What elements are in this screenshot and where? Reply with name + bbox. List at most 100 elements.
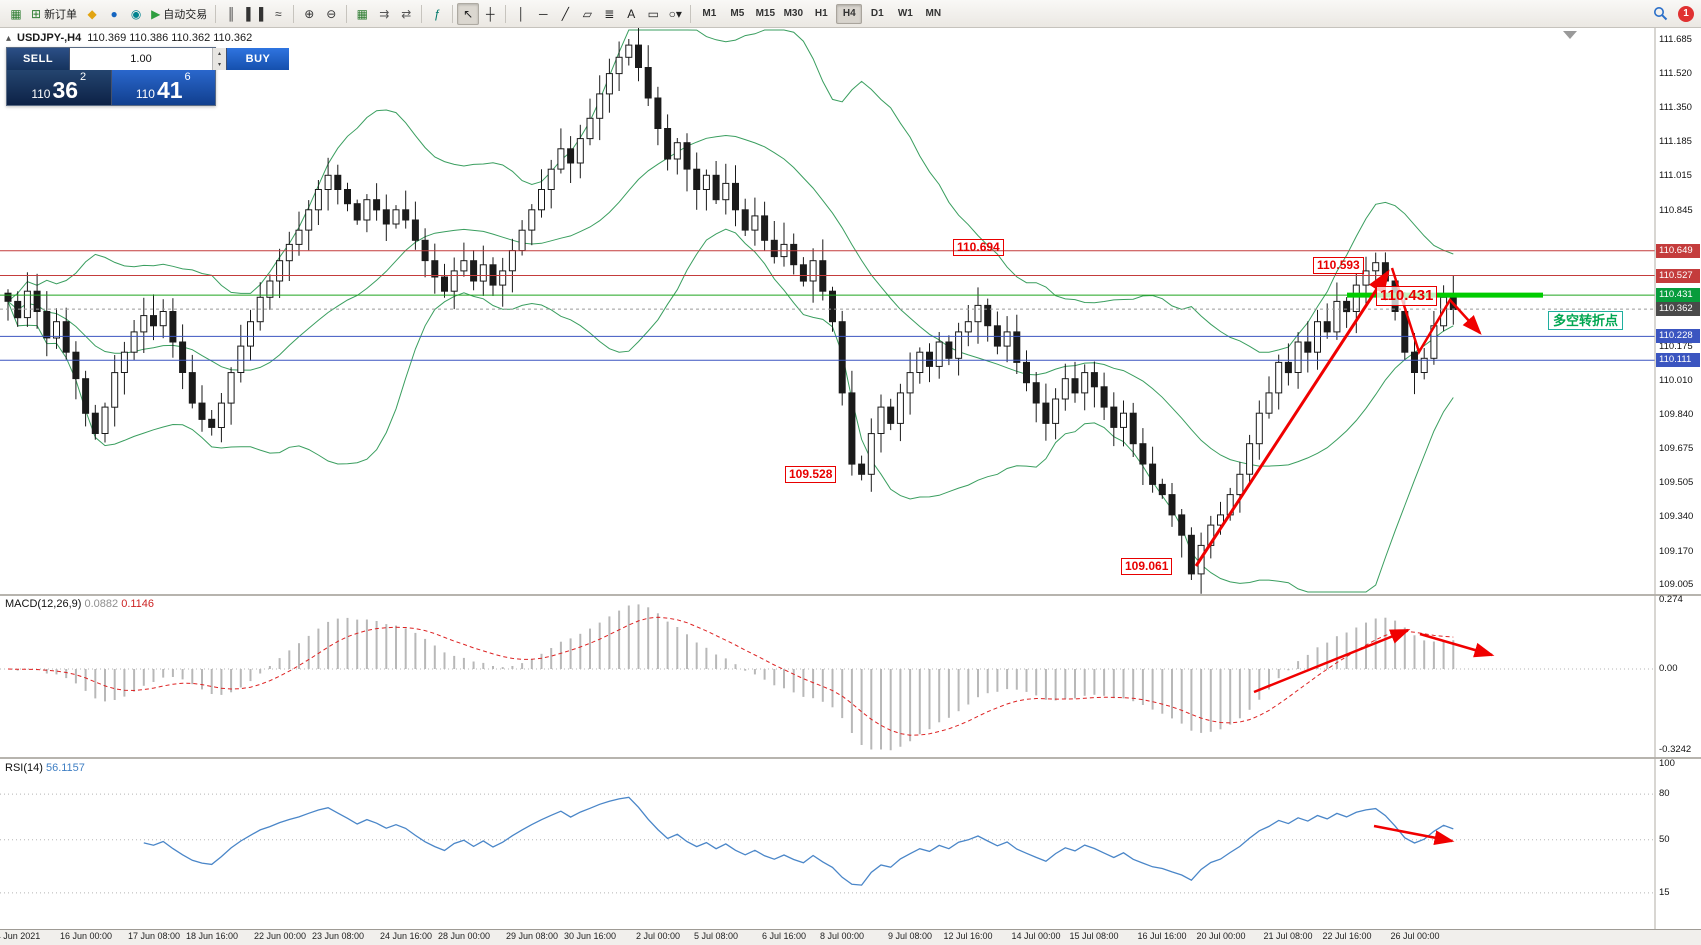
timeframe-h1[interactable]: H1 xyxy=(814,8,828,19)
horizontal-line-icon: ─ xyxy=(539,6,548,21)
time-axis-label: 15 Jul 08:00 xyxy=(1069,931,1119,941)
zoom-out-icon[interactable]: ⊖ xyxy=(320,3,342,25)
price-badge: 110.527 xyxy=(1656,269,1700,283)
new-chart-icon[interactable]: ▦ xyxy=(5,3,27,25)
indicators-icon[interactable]: ƒ xyxy=(426,3,448,25)
chart-shift-marker[interactable] xyxy=(1563,31,1577,39)
buy-button[interactable]: BUY xyxy=(227,48,289,70)
turning-point-label[interactable]: 多空转折点 xyxy=(1548,311,1624,330)
macd-axis-label: 0.274 xyxy=(1659,594,1683,605)
text-icon[interactable]: A xyxy=(620,3,642,25)
tile-windows-icon[interactable]: ▦ xyxy=(351,3,373,25)
time-axis-label: 22 Jun 00:00 xyxy=(253,931,307,941)
timeframe-m30[interactable]: M30 xyxy=(783,8,804,19)
timeframe-w1[interactable]: W1 xyxy=(897,8,913,19)
time-axis[interactable] xyxy=(0,929,1701,945)
bollinger-band xyxy=(7,29,1454,353)
fibonacci-icon[interactable]: ≣ xyxy=(598,3,620,25)
new-chart-icon: ▦ xyxy=(10,6,22,21)
price-axis-label: 109.840 xyxy=(1659,409,1694,420)
toolbar: ▦ ⊞ 新订单 ◆ ● ◉ ▶ 自动交易 ║ ▌▐ ≈ ⊕ ⊖ ▦ ⇉ ⇄ ƒ ↖ ┼ │ ─ ╱ ▱ ≣ A ▭ ○▾ M1 M5 M… xyxy=(0,0,1701,28)
time-axis-label: 20 Jul 00:00 xyxy=(1196,931,1246,941)
sell-button[interactable]: SELL xyxy=(7,48,69,70)
horizontal-line-icon[interactable]: ─ xyxy=(532,3,554,25)
timeframe-m5[interactable]: M5 xyxy=(730,8,745,19)
time-axis-label: 29 Jun 08:00 xyxy=(505,931,559,941)
notification-badge[interactable]: 1 xyxy=(1678,5,1694,22)
bar-chart-icon: ║ xyxy=(227,6,236,21)
line-chart-icon: ≈ xyxy=(275,6,282,21)
price-annotation[interactable]: 109.061 xyxy=(1121,558,1173,575)
key-price-annotation[interactable]: 110.431 xyxy=(1376,286,1438,306)
volume-input[interactable] xyxy=(70,48,212,70)
community-icon[interactable]: ● xyxy=(103,3,125,25)
price-annotation[interactable]: 109.528 xyxy=(785,466,837,483)
time-axis-label: 18 Jun 16:00 xyxy=(185,931,239,941)
time-axis-label: 24 Jun 16:00 xyxy=(379,931,433,941)
buy-price[interactable]: 110 41 6 xyxy=(110,70,215,105)
candlestick-chart-icon[interactable]: ▌▐ xyxy=(242,3,267,25)
crosshair-icon[interactable]: ┼ xyxy=(479,3,501,25)
macd-label: MACD(12,26,9) 0.0882 0.1146 xyxy=(5,598,155,610)
label-icon: ▭ xyxy=(647,6,659,21)
search-icon[interactable] xyxy=(1649,3,1672,25)
autoscroll-icon[interactable]: ⇉ xyxy=(373,3,395,25)
toolbar-divider xyxy=(346,4,348,23)
price-annotation[interactable]: 110.593 xyxy=(1313,257,1364,274)
rally-arrow[interactable] xyxy=(1194,269,1390,567)
label-icon[interactable]: ▭ xyxy=(642,3,664,25)
alerts-icon[interactable]: ◆ xyxy=(81,3,103,25)
timeframe-h4[interactable]: H4 xyxy=(836,3,863,24)
price-axis-label: 110.175 xyxy=(1659,341,1693,352)
price-annotation[interactable]: 110.694 xyxy=(953,239,1004,256)
rsi-axis-label: 50 xyxy=(1659,834,1670,845)
toolbar-right: 1 xyxy=(1649,3,1696,25)
price-axis-label: 111.685 xyxy=(1659,34,1692,45)
symbol-ohlc: 110.369 110.386 110.362 110.362 xyxy=(87,32,253,44)
pullback-arrow[interactable] xyxy=(1390,267,1482,356)
crosshair-icon: ┼ xyxy=(486,6,495,21)
timeframe-d1[interactable]: D1 xyxy=(870,8,884,19)
info-icon: ◉ xyxy=(130,6,142,21)
symbol-title: USDJPY-,H4 xyxy=(17,32,82,44)
macd-rise-arrow[interactable] xyxy=(1253,628,1411,694)
price-axis-label: 110.010 xyxy=(1659,375,1693,386)
zoom-out-icon: ⊖ xyxy=(326,6,337,21)
autotrade-button-label: 自动交易 xyxy=(163,8,208,21)
toolbar-divider xyxy=(293,4,295,23)
timeframe-m1[interactable]: M1 xyxy=(702,8,717,19)
macd-fall-arrow[interactable] xyxy=(1419,632,1495,658)
sell-price[interactable]: 110 36 2 xyxy=(7,70,111,105)
trendline-icon[interactable]: ╱ xyxy=(554,3,576,25)
shapes-dropdown: ○▾ xyxy=(668,6,682,21)
tile-windows-icon: ▦ xyxy=(356,6,368,21)
rsi-label: RSI(14) 56.1157 xyxy=(5,762,85,774)
price-axis-label: 111.185 xyxy=(1659,136,1692,147)
chart-shift-icon[interactable]: ⇄ xyxy=(395,3,417,25)
bar-chart-icon[interactable]: ║ xyxy=(220,3,242,25)
shapes-dropdown[interactable]: ○▾ xyxy=(664,3,686,25)
collapse-ohlc-button[interactable]: ▴ xyxy=(6,32,12,44)
time-axis-label: 12 Jul 16:00 xyxy=(943,931,993,941)
timeframe-m15[interactable]: M15 xyxy=(755,8,776,19)
cursor-icon[interactable]: ↖ xyxy=(457,2,480,25)
chart-shift-icon: ⇄ xyxy=(401,6,412,21)
time-axis-label: 8 Jul 00:00 xyxy=(819,931,865,941)
volume-increase-button[interactable]: ▴ xyxy=(213,48,226,59)
line-chart-icon[interactable]: ≈ xyxy=(267,3,289,25)
zoom-in-icon[interactable]: ⊕ xyxy=(298,3,320,25)
one-click-trading-panel: SELL ▴ ▾ BUY 110 36 2 110 41 6 xyxy=(6,47,289,106)
channel-icon[interactable]: ▱ xyxy=(576,3,598,25)
new-order-button[interactable]: ⊞ 新订单 xyxy=(27,3,81,25)
timeframe-mn[interactable]: MN xyxy=(925,8,942,19)
rsi-arrow[interactable] xyxy=(1373,824,1455,846)
info-icon[interactable]: ◉ xyxy=(125,3,147,25)
autotrade-button[interactable]: ▶ 自动交易 xyxy=(147,3,211,25)
time-axis-label: 26 Jul 00:00 xyxy=(1390,931,1440,941)
price-axis-label: 110.845 xyxy=(1659,205,1693,216)
price-axis-label: 109.005 xyxy=(1659,579,1694,590)
vertical-line-icon[interactable]: │ xyxy=(510,3,532,25)
fibonacci-icon: ≣ xyxy=(604,6,615,21)
volume-decrease-button[interactable]: ▾ xyxy=(213,59,226,70)
